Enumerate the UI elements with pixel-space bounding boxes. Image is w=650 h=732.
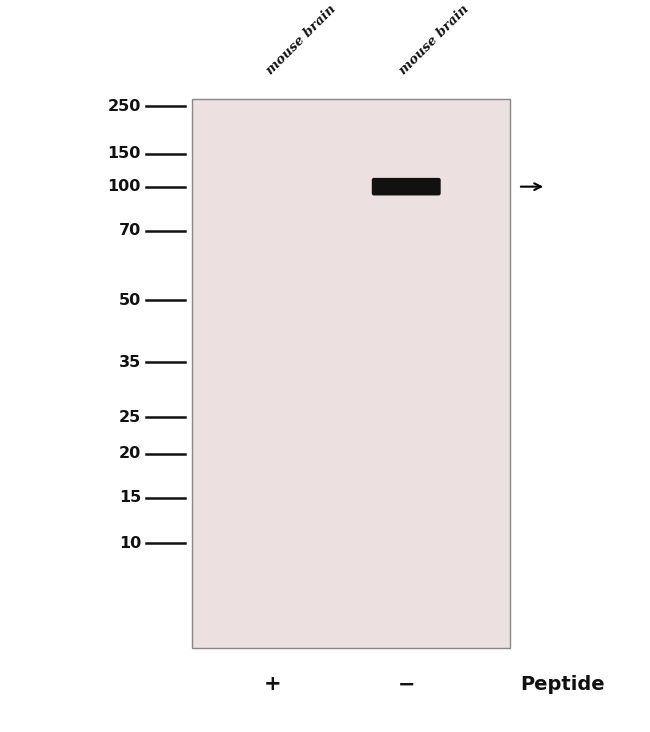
Text: 70: 70	[119, 223, 141, 238]
Text: 35: 35	[119, 355, 141, 370]
Text: Peptide: Peptide	[520, 675, 604, 694]
Text: 10: 10	[119, 536, 141, 550]
Text: 150: 150	[108, 146, 141, 161]
Text: 250: 250	[108, 99, 141, 113]
Bar	[192, 99, 510, 648]
Text: 25: 25	[119, 410, 141, 425]
Text: mouse brain: mouse brain	[264, 2, 339, 77]
Text: 15: 15	[119, 490, 141, 505]
Text: 50: 50	[119, 293, 141, 307]
Text: −: −	[398, 674, 415, 695]
FancyBboxPatch shape	[372, 178, 441, 195]
Text: +: +	[264, 674, 282, 695]
Text: 20: 20	[119, 447, 141, 461]
Text: 100: 100	[108, 179, 141, 194]
Text: mouse brain: mouse brain	[397, 2, 472, 77]
